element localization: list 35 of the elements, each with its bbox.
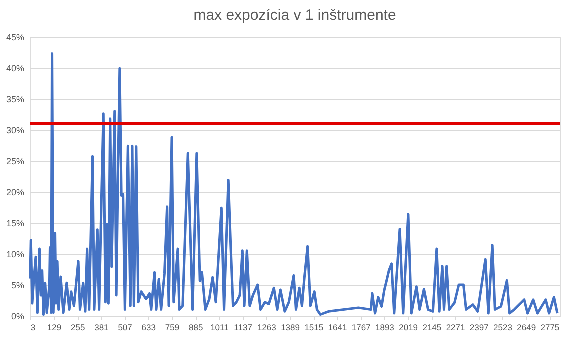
y-tick-label: 5%: [11, 280, 24, 290]
x-tick-label: 1893: [375, 322, 395, 332]
x-tick-label: 885: [189, 322, 204, 332]
x-tick-label: 507: [118, 322, 133, 332]
x-tick-label: 1767: [352, 322, 372, 332]
x-tick-label: 1011: [210, 322, 230, 332]
x-tick-label: 1389: [281, 322, 300, 332]
y-tick-label: 20%: [6, 188, 24, 198]
x-tick-label: 2019: [399, 322, 418, 332]
x-tick-label: 2775: [540, 322, 560, 332]
x-tick-label: 1137: [234, 322, 253, 332]
y-tick-label: 40%: [6, 64, 24, 74]
y-tick-label: 35%: [6, 94, 24, 104]
x-tick-label: 2271: [446, 322, 466, 332]
x-tick-label: 255: [70, 322, 86, 332]
y-tick-label: 15%: [6, 218, 24, 228]
chart-title: max expozícia v 1 inštrumente: [194, 7, 396, 24]
x-tick-label: 1263: [257, 322, 277, 332]
y-tick-label: 25%: [6, 156, 24, 166]
y-tick-label: 10%: [6, 250, 24, 260]
x-tick-label: 129: [47, 322, 62, 332]
x-tick-label: 1641: [328, 322, 348, 332]
x-tick-label: 759: [165, 322, 180, 332]
y-tick-label: 45%: [6, 32, 24, 42]
x-tick-label: 2397: [470, 322, 490, 332]
x-tick-label: 1515: [304, 322, 324, 332]
line-series: [29, 52, 559, 316]
x-tick-label: 2523: [494, 322, 513, 332]
x-tick-label: 633: [142, 322, 156, 332]
y-tick-label: 0%: [11, 312, 24, 322]
x-tick-label: 3: [30, 322, 36, 332]
x-tick-label: 2649: [517, 322, 536, 332]
x-tick-label: 2145: [422, 322, 442, 332]
y-tick-label: 30%: [6, 126, 24, 136]
x-tick-label: 381: [94, 322, 110, 332]
